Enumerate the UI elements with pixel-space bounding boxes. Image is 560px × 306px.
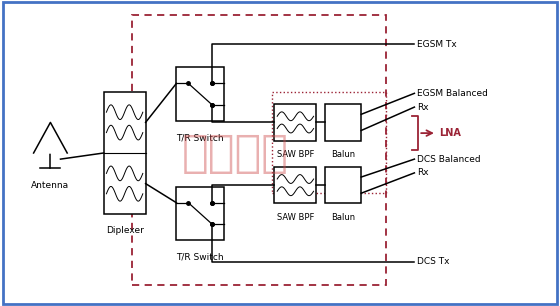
Text: T/R Switch: T/R Switch: [176, 133, 224, 142]
Text: T/R Switch: T/R Switch: [176, 252, 224, 261]
Bar: [274, 167, 316, 203]
Text: DCS Tx: DCS Tx: [417, 257, 450, 266]
Text: Balun: Balun: [331, 150, 355, 159]
Text: EGSM Balanced: EGSM Balanced: [417, 89, 488, 98]
Text: Rx: Rx: [417, 103, 429, 112]
Bar: [176, 67, 224, 121]
Text: Antenna: Antenna: [31, 181, 69, 189]
Polygon shape: [34, 122, 67, 153]
Text: SAW BPF: SAW BPF: [277, 213, 314, 222]
Bar: [104, 92, 146, 214]
Text: LNA: LNA: [440, 128, 461, 138]
Bar: [325, 167, 361, 203]
Text: Diplexer: Diplexer: [106, 226, 143, 235]
Bar: [132, 15, 386, 285]
Bar: [176, 187, 224, 240]
Text: 康比电子: 康比电子: [181, 132, 289, 174]
Text: SAW BPF: SAW BPF: [277, 150, 314, 159]
Text: EGSM Tx: EGSM Tx: [417, 40, 457, 49]
Bar: [325, 104, 361, 141]
Bar: [274, 104, 316, 141]
Text: Rx: Rx: [417, 168, 429, 177]
Text: DCS Balanced: DCS Balanced: [417, 155, 481, 164]
Bar: [272, 92, 386, 193]
Text: Balun: Balun: [331, 213, 355, 222]
